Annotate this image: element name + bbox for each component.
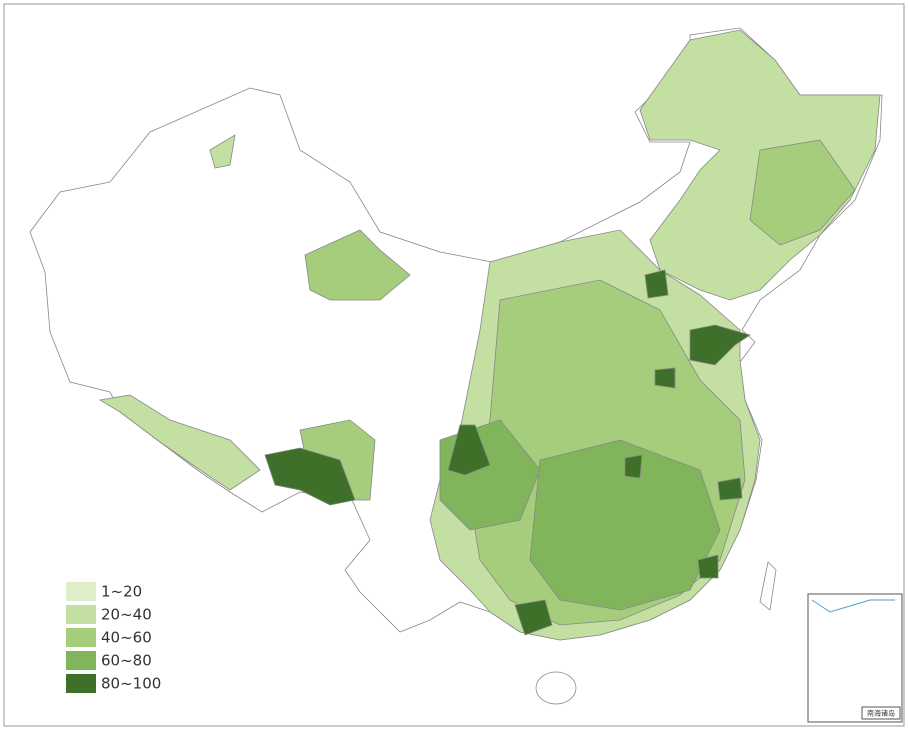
region <box>514 599 553 636</box>
region <box>264 447 356 506</box>
region <box>304 229 411 301</box>
region <box>529 439 721 611</box>
region <box>654 367 676 389</box>
legend-label: 1~20 <box>101 583 142 601</box>
region <box>624 454 643 479</box>
region <box>447 424 491 476</box>
inset-label-box <box>861 706 901 720</box>
region <box>644 269 669 299</box>
hainan <box>535 671 577 705</box>
region <box>689 324 751 366</box>
legend-swatch <box>66 605 96 624</box>
legend-label: 40~60 <box>101 629 152 647</box>
region <box>749 139 856 246</box>
inset-label: 南海诸岛 <box>867 709 895 718</box>
legend-swatch <box>66 628 96 647</box>
region <box>98 394 261 491</box>
legend-swatch <box>66 674 96 693</box>
legend-label: 80~100 <box>101 675 161 693</box>
region <box>209 134 236 169</box>
legend-swatch <box>66 582 96 601</box>
region <box>697 554 719 579</box>
inset-frame <box>807 593 903 723</box>
inset-coast <box>811 599 895 613</box>
legend-swatch <box>66 651 96 670</box>
legend-label: 20~40 <box>101 606 152 624</box>
taiwan <box>759 561 777 611</box>
legend-label: 60~80 <box>101 652 152 670</box>
region <box>717 477 743 501</box>
